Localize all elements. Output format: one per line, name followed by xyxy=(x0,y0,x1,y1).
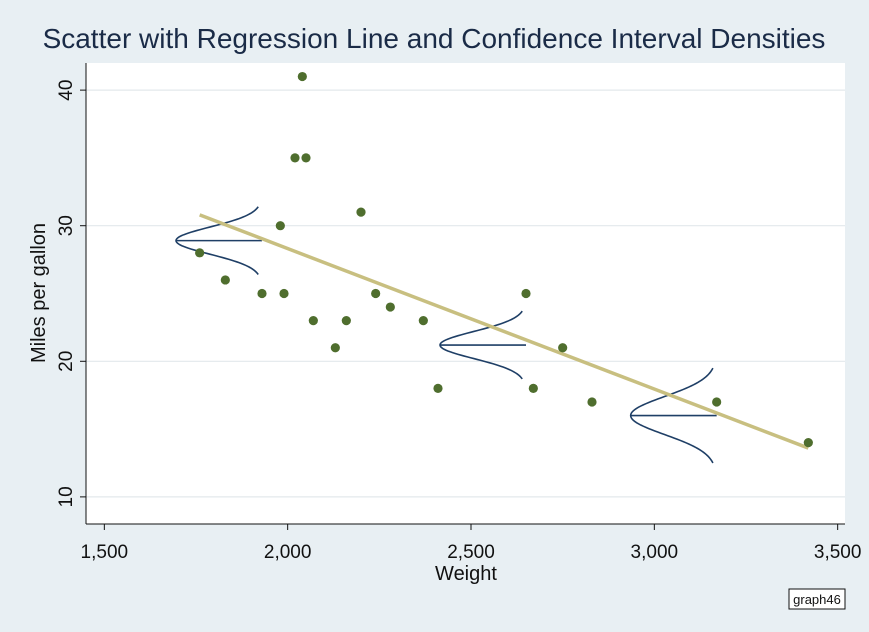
note-label: graph46 xyxy=(793,592,841,607)
y-tick-label: 20 xyxy=(56,351,77,372)
scatter-point xyxy=(297,71,307,82)
chart-title: Scatter with Regression Line and Confide… xyxy=(43,23,826,54)
regression-line xyxy=(199,213,809,450)
scatter-point xyxy=(356,207,366,217)
scatter-point xyxy=(803,438,813,448)
scatter-point xyxy=(587,397,597,407)
scatter-points xyxy=(195,71,813,448)
scatter-point xyxy=(257,288,267,299)
y-tick-label: 10 xyxy=(56,486,77,507)
scatter-point xyxy=(279,288,289,299)
axes: 10 20 30 40 1,500 2,000 2,500 3,000 3,500 xyxy=(56,63,861,563)
scatter-point xyxy=(371,288,381,299)
x-axis-label: Weight xyxy=(435,563,497,585)
scatter-point xyxy=(275,221,285,231)
scatter-point xyxy=(301,153,311,163)
scatter-point xyxy=(290,153,300,163)
confidence-densities xyxy=(175,206,717,464)
y-tick-label: 30 xyxy=(56,215,77,236)
x-tick-label: 2,000 xyxy=(264,542,312,563)
scatter-point xyxy=(341,316,351,326)
plot-area xyxy=(86,63,845,524)
x-tick-label: 1,500 xyxy=(81,542,129,563)
scatter-point xyxy=(385,302,395,312)
scatter-point xyxy=(433,383,443,394)
scatter-point xyxy=(521,288,531,299)
x-tick-label: 2,500 xyxy=(447,542,495,563)
x-tick-label: 3,500 xyxy=(814,542,862,563)
scatter-point xyxy=(220,275,230,285)
y-axis-label: Miles per gallon xyxy=(28,223,50,363)
scatter-point xyxy=(308,316,318,326)
y-tick-label: 40 xyxy=(56,80,77,101)
scatter-point xyxy=(330,343,340,353)
scatter-point xyxy=(528,383,538,394)
note-box xyxy=(788,588,846,610)
scatter-point xyxy=(418,316,428,326)
scatter-point xyxy=(195,248,205,258)
scatter-point xyxy=(712,397,722,407)
scatter-point xyxy=(558,343,568,353)
x-tick-label: 3,000 xyxy=(631,542,679,563)
